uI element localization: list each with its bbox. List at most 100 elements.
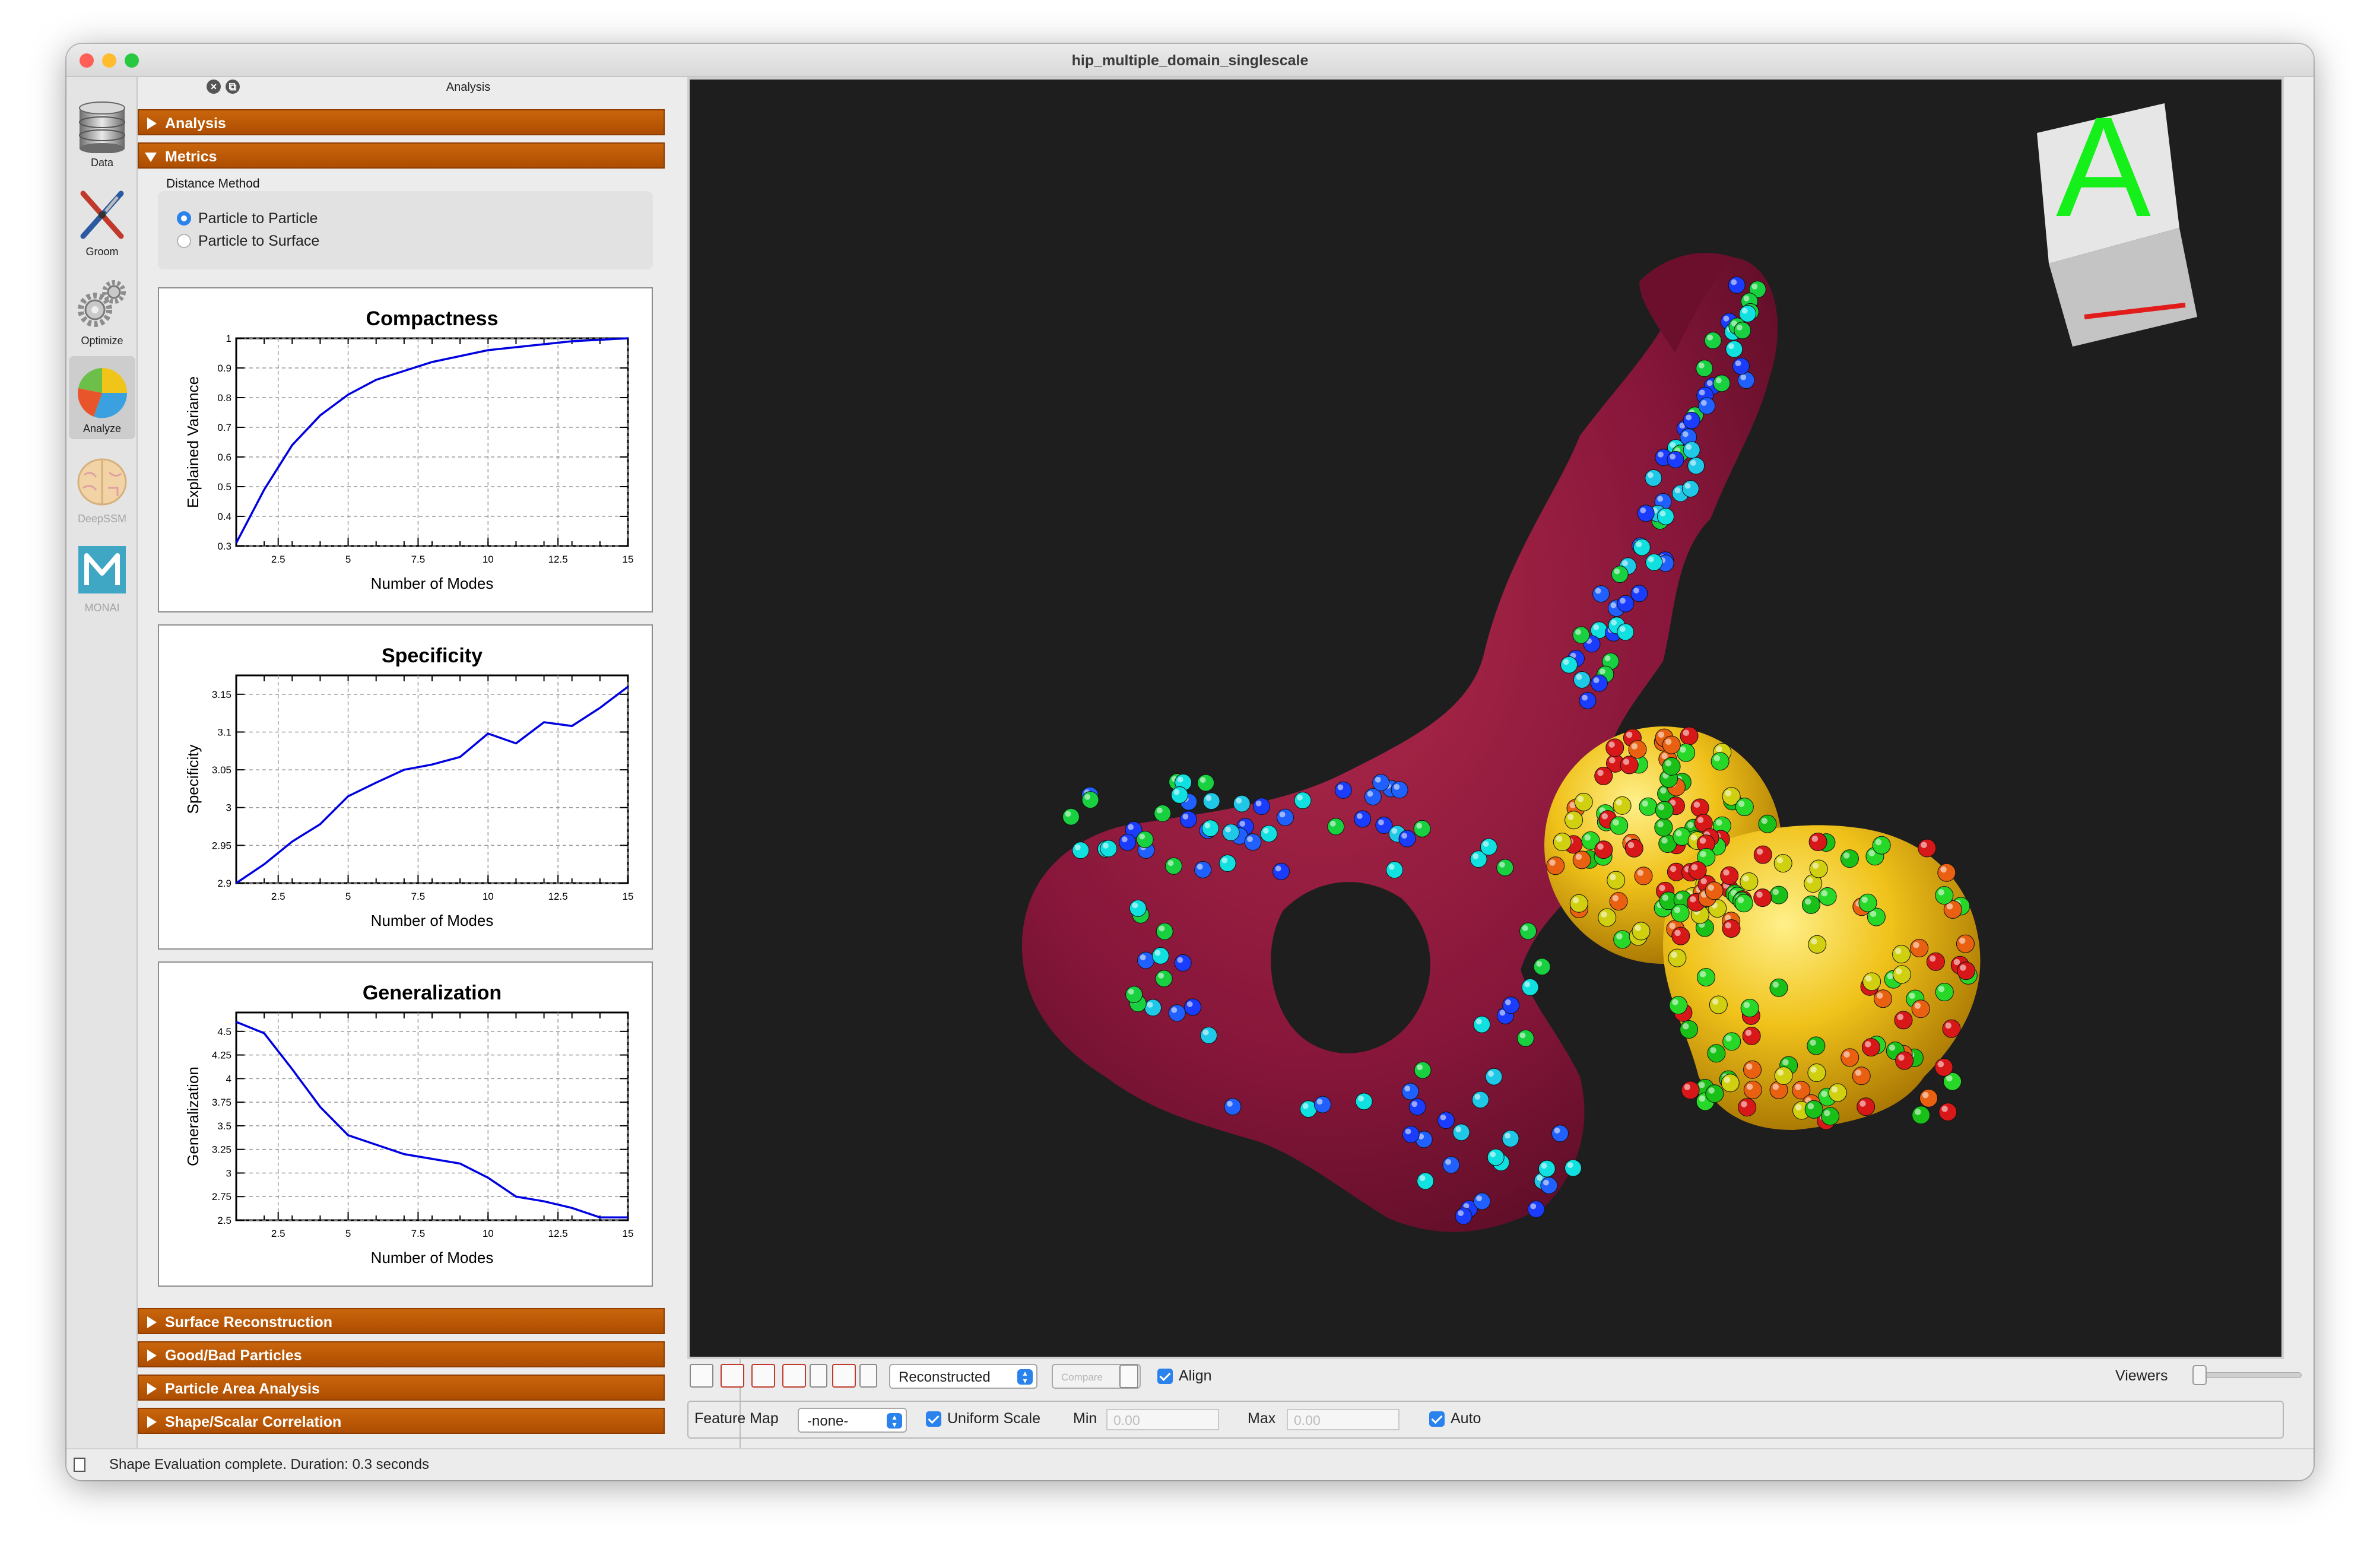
snapshot-icon[interactable] [751,1364,775,1388]
particle-highlight [1167,860,1174,866]
particle-highlight [1569,802,1576,808]
series-line [235,337,629,544]
particle [1592,585,1610,603]
section-shape-scalar-correlation[interactable]: Shape/Scalar Correlation [138,1408,665,1434]
max-input[interactable]: 0.00 [1287,1409,1400,1430]
section-analysis[interactable]: Analysis [138,109,665,135]
particle [1137,951,1155,969]
particle-highlight [1708,884,1715,891]
log-icon[interactable] [74,1458,85,1472]
particle-highlight [1868,850,1875,856]
particle-highlight [1522,925,1528,931]
particle-highlight [1741,307,1748,314]
iso-surface-icon[interactable] [832,1364,856,1388]
particle [1688,861,1707,880]
particle-highlight [1756,891,1763,898]
window-title: hip_multiple_domain_singlescale [1071,52,1309,69]
particle-highlight [1554,1127,1560,1134]
status-message: Shape Evaluation complete. Duration: 0.3… [109,1456,430,1472]
particle [1828,1083,1847,1102]
particle-highlight [1316,1099,1323,1105]
tool-optimize[interactable]: Optimize [69,268,135,351]
particle-highlight [1616,933,1623,939]
particle-highlight [1669,922,1675,929]
tool-data[interactable]: Data [69,90,135,173]
dropdown-arrow-icon[interactable] [1119,1364,1138,1388]
particle [1696,360,1713,377]
viewers-label: Viewers [2115,1367,2168,1384]
particle [1516,1029,1534,1047]
particle-highlight [1619,626,1626,632]
orientation-cube[interactable]: A [2037,87,2197,347]
particle-highlight [1536,961,1543,967]
autoview-icon[interactable] [690,1364,713,1388]
particle-highlight [1358,1096,1364,1102]
particle [1154,804,1172,822]
particle [1624,839,1643,858]
close-window-button[interactable] [80,53,94,68]
minimize-window-button[interactable] [102,53,116,68]
particle [1540,1176,1558,1194]
particle [1605,738,1624,757]
particle-highlight [1741,1101,1747,1107]
particle-highlight [1613,819,1619,826]
x-tick-label: 2.5 [271,554,285,565]
tool-deepssm[interactable]: DeepSSM [69,446,135,529]
particle [1769,978,1788,997]
particle [1735,798,1754,817]
particle [1680,726,1699,745]
particle-highlight [1132,902,1138,909]
x-tick-label: 7.5 [411,1228,426,1239]
3d-viewport[interactable]: A [687,77,2284,1359]
particle-highlight [1953,958,1960,966]
tool-analyze[interactable]: Analyze [69,356,135,439]
particle [1573,671,1591,688]
particle [1895,1051,1914,1070]
max-label: Max [1248,1410,1276,1427]
particle-highlight [1405,1128,1411,1135]
particle-highlight [1777,1069,1784,1076]
particle-highlight [1938,889,1944,896]
particle-highlight [1631,743,1638,750]
tool-monai[interactable]: MONAI [69,535,135,618]
particle-highlight [1772,888,1779,896]
particle [1391,781,1408,799]
min-input[interactable]: 0.00 [1106,1409,1219,1430]
dropdown-arrow-icon[interactable] [810,1364,827,1388]
particle-highlight [1608,757,1616,764]
particle [1821,1107,1840,1126]
particle [1655,801,1674,820]
particle-highlight [1356,813,1363,819]
particle [1818,887,1837,906]
x-tick-label: 12.5 [548,554,568,565]
particle-highlight [1173,789,1180,795]
dropdown-arrow-icon[interactable] [859,1364,877,1388]
section-surface-reconstruction[interactable]: Surface Reconstruction [138,1308,665,1334]
viewers-slider[interactable] [2192,1372,2302,1378]
particle-highlight [1725,1035,1732,1042]
section-good-bad-particles[interactable]: Good/Bad Particles [138,1341,665,1367]
particle [1569,894,1588,913]
section-metrics[interactable]: Metrics [138,142,665,169]
particle-highlight [1670,453,1676,460]
zoom-window-button[interactable] [125,53,139,68]
glyph-toggle-icon[interactable] [782,1364,806,1388]
particle [1769,885,1788,904]
particle-highlight [1690,896,1696,903]
particle [1617,595,1635,612]
feature-map-select[interactable]: -none- ▴ ▾ [798,1408,907,1433]
particle-highlight [1637,869,1644,876]
particle [1657,507,1674,525]
tool-groom[interactable]: Groom [69,179,135,262]
particle-highlight [1474,1094,1481,1100]
particle-highlight [1738,801,1745,807]
reset-view-icon[interactable] [721,1364,744,1388]
particle-highlight [1236,798,1242,804]
particle-highlight [1227,1100,1233,1107]
section-particle-area-analysis[interactable]: Particle Area Analysis [138,1375,665,1401]
display-mode-select[interactable]: Reconstructed ▴ ▾ [889,1364,1037,1389]
viewers-slider-handle[interactable] [2192,1365,2207,1385]
panel-close-icon[interactable]: × [207,80,221,94]
particle [1473,1015,1491,1033]
panel-float-icon[interactable]: ⧉ [226,80,240,94]
